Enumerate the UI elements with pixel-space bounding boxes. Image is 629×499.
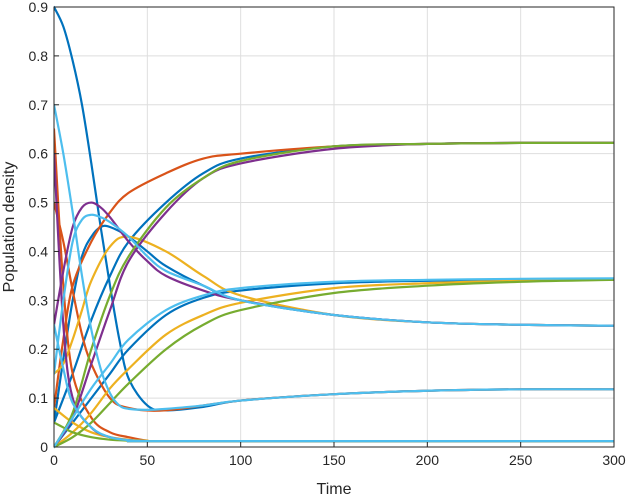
series-lines	[54, 5, 614, 449]
series-line-15	[54, 141, 614, 449]
series-line-19	[54, 277, 614, 449]
x-tick-label: 150	[322, 452, 346, 468]
series-line-18	[54, 213, 614, 375]
y-tick-label: 0.6	[29, 146, 49, 162]
y-tick-label: 0.4	[29, 243, 49, 259]
x-tick-label: 250	[509, 452, 533, 468]
y-axis-label: Population density	[1, 162, 18, 293]
y-tick-label: 0.1	[29, 390, 49, 406]
y-tick-label: 0.2	[29, 341, 49, 357]
series-line-20	[54, 323, 614, 443]
axis-ticks: 0 50 100 150 200 250 300 0 0.1 0.2 0.3 0.4 0.5 0.6 0.7…	[29, 0, 626, 468]
x-tick-label: 100	[229, 452, 253, 468]
y-tick-label: 0.9	[29, 0, 49, 15]
y-tick-label: 0.3	[29, 292, 49, 308]
x-tick-label: 200	[416, 452, 440, 468]
x-tick-label: 0	[50, 452, 58, 468]
y-tick-label: 0.7	[29, 97, 49, 113]
x-tick-label: 50	[140, 452, 156, 468]
y-tick-label: 0.8	[29, 48, 49, 64]
x-tick-label: 300	[602, 452, 626, 468]
y-tick-label: 0.5	[29, 195, 49, 211]
x-axis-label: Time	[317, 481, 352, 498]
y-tick-label: 0	[40, 439, 48, 455]
series-line-14	[54, 278, 614, 449]
series-line-17	[54, 103, 614, 411]
series-line-10	[54, 278, 614, 449]
